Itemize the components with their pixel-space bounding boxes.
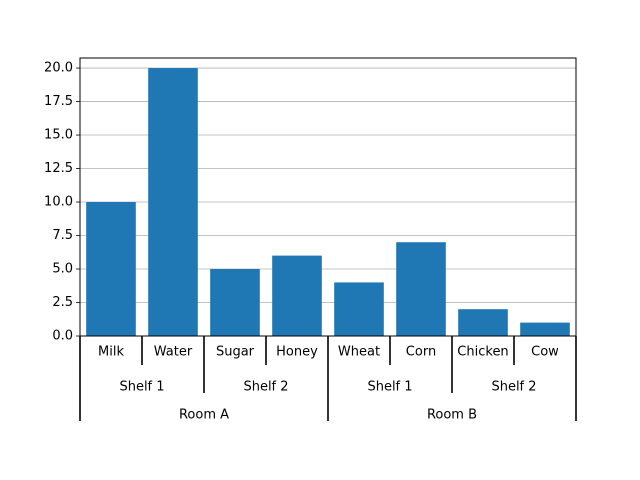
category-label: Sugar <box>216 345 255 360</box>
y-tick-label: 5.0 <box>52 262 73 277</box>
category-label: Cow <box>531 345 559 360</box>
bar-milk <box>86 202 136 336</box>
bar-cow <box>520 322 570 336</box>
y-tick-label: 12.5 <box>44 161 73 176</box>
group-labels: Shelf 1 Shelf 2 Shelf 1 Shelf 2 Room A Room B <box>119 380 536 423</box>
y-tick-labels: 0.0 2.5 5.0 7.5 10.0 12.5 15.0 17.5 20.0 <box>44 61 73 344</box>
axes <box>76 57 577 421</box>
y-tick-label: 0.0 <box>52 329 73 344</box>
shelf-label: Shelf 1 <box>367 380 412 395</box>
bar-honey <box>272 255 322 336</box>
bar-chicken <box>458 309 508 336</box>
y-tick-label: 7.5 <box>52 228 73 243</box>
category-label: Water <box>154 345 193 360</box>
shelf-label: Shelf 1 <box>119 380 164 395</box>
y-tick-label: 10.0 <box>44 195 73 210</box>
bars <box>86 68 570 337</box>
room-label: Room A <box>179 408 229 423</box>
x-category-labels: Milk Water Sugar Honey Wheat Corn Chicken Cow <box>98 345 559 360</box>
category-label: Milk <box>98 345 124 360</box>
category-label: Wheat <box>338 345 380 360</box>
bar-wheat <box>334 282 384 336</box>
category-label: Chicken <box>457 345 508 360</box>
y-tick-label: 2.5 <box>52 295 73 310</box>
bar-sugar <box>210 269 260 336</box>
category-label: Honey <box>276 345 318 360</box>
shelf-label: Shelf 2 <box>491 380 536 395</box>
bar-water <box>148 68 198 337</box>
shelf-label: Shelf 2 <box>243 380 288 395</box>
category-label: Corn <box>406 345 436 360</box>
bar-corn <box>396 242 446 336</box>
room-label: Room B <box>427 408 477 423</box>
y-tick-label: 15.0 <box>44 128 73 143</box>
y-tick-label: 20.0 <box>44 61 73 76</box>
y-tick-label: 17.5 <box>44 94 73 109</box>
